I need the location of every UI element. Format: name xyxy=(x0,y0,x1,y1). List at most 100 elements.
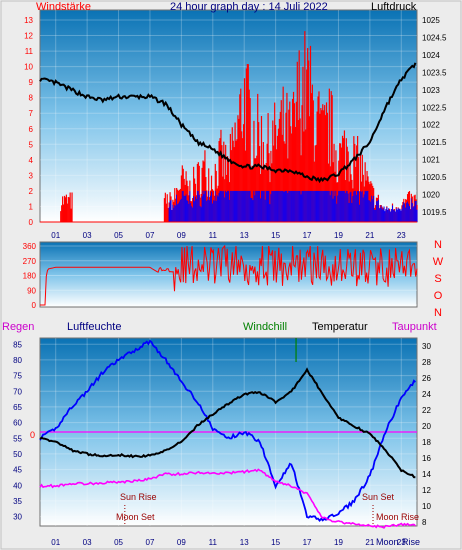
pressure-y-tick: 1024.5 xyxy=(422,33,447,42)
wind-y-tick: 13 xyxy=(24,16,33,25)
dewpoint-line xyxy=(39,468,416,529)
x-tick: 05 xyxy=(114,231,123,240)
pressure-y-tick: 1021.5 xyxy=(422,138,447,147)
x-tick-bottom: 15 xyxy=(271,538,280,547)
humidity-label: Luftfeuchte xyxy=(67,321,121,333)
x-tick: 07 xyxy=(146,231,155,240)
tick-layer: 0123456789101112131019.510201020.5102110… xyxy=(13,16,447,547)
temperature-y-tick: 18 xyxy=(422,438,431,447)
temperature-y-tick: 10 xyxy=(422,502,431,511)
dewpoint-label: Taupunkt xyxy=(392,321,437,333)
humidity-y-tick: 50 xyxy=(13,450,22,459)
wind-y-tick: 7 xyxy=(29,109,34,118)
wind-y-tick: 0 xyxy=(29,218,34,227)
x-tick: 21 xyxy=(365,231,374,240)
x-tick-bottom: 09 xyxy=(177,538,186,547)
wind-y-tick: 6 xyxy=(29,125,34,134)
x-tick: 23 xyxy=(397,231,406,240)
x-tick: 03 xyxy=(83,231,92,240)
sunrise-label: Sun Rise xyxy=(120,492,157,502)
x-tick-bottom: 13 xyxy=(240,538,249,547)
pressure-y-tick: 1021 xyxy=(422,156,440,165)
x-tick-bottom: 01 xyxy=(51,538,60,547)
humidity-y-tick: 75 xyxy=(13,372,22,381)
temperature-y-tick: 30 xyxy=(422,342,431,351)
pressure-y-tick: 1020.5 xyxy=(422,173,447,182)
direction-y-tick: 270 xyxy=(23,257,37,266)
temperature-y-tick: 16 xyxy=(422,454,431,463)
temperature-y-tick: 24 xyxy=(422,390,431,399)
wind-y-tick: 9 xyxy=(29,78,34,87)
data-layer xyxy=(39,31,418,529)
moonset-label: Moon Set xyxy=(116,512,155,522)
pressure-y-tick: 1025 xyxy=(422,16,440,25)
wind-y-tick: 3 xyxy=(29,171,34,180)
rain-zero-label: 0 xyxy=(30,430,35,440)
humidity-y-tick: 65 xyxy=(13,403,22,412)
humidity-y-tick: 55 xyxy=(13,434,22,443)
compass-label: N xyxy=(434,307,442,319)
humidity-line xyxy=(39,339,416,522)
rain-label: Regen xyxy=(2,321,34,333)
compass-label: N xyxy=(434,239,442,251)
x-tick: 01 xyxy=(51,231,60,240)
temperature-y-tick: 22 xyxy=(422,406,431,415)
moonrise-tail-label: Rise xyxy=(402,537,420,547)
x-tick: 13 xyxy=(240,231,249,240)
pressure-line xyxy=(39,62,417,184)
temperature-y-tick: 20 xyxy=(422,422,431,431)
temperature-label: Temperatur xyxy=(312,321,368,333)
direction-y-tick: 90 xyxy=(27,286,36,295)
pressure-y-tick: 1022.5 xyxy=(422,103,447,112)
pressure-y-tick: 1023 xyxy=(422,86,440,95)
x-tick: 09 xyxy=(177,231,186,240)
humidity-y-tick: 85 xyxy=(13,340,22,349)
temperature-y-tick: 28 xyxy=(422,358,431,367)
wind-y-tick: 10 xyxy=(24,63,33,72)
compass-label: S xyxy=(434,273,441,285)
humidity-y-tick: 80 xyxy=(13,356,22,365)
humidity-y-tick: 35 xyxy=(13,497,22,506)
direction-y-tick: 360 xyxy=(23,242,37,251)
x-tick: 11 xyxy=(209,231,218,240)
windchill-label: Windchill xyxy=(243,321,287,333)
wind-y-tick: 4 xyxy=(29,156,34,165)
x-tick-bottom: 17 xyxy=(303,538,312,547)
temperature-line xyxy=(39,367,416,479)
wind-y-tick: 11 xyxy=(25,47,34,56)
pressure-y-tick: 1023.5 xyxy=(422,68,447,77)
x-tick-bottom: 19 xyxy=(334,538,343,547)
pressure-y-tick: 1022 xyxy=(422,121,440,130)
wind-y-tick: 1 xyxy=(29,202,34,211)
pressure-y-tick: 1020 xyxy=(422,191,440,200)
x-tick-bottom: 05 xyxy=(114,538,123,547)
humidity-y-tick: 45 xyxy=(13,466,22,475)
x-tick-bottom: 11 xyxy=(209,538,218,547)
x-tick: 17 xyxy=(303,231,312,240)
direction-y-tick: 0 xyxy=(32,301,37,310)
humidity-y-tick: 60 xyxy=(13,419,22,428)
x-tick-bottom: 23 xyxy=(397,538,406,547)
wind-y-tick: 2 xyxy=(29,187,34,196)
humidity-y-tick: 70 xyxy=(13,387,22,396)
compass-label: W xyxy=(433,256,444,268)
compass-label: O xyxy=(434,290,443,302)
x-tick-bottom: 03 xyxy=(83,538,92,547)
x-tick: 15 xyxy=(271,231,280,240)
wind-y-tick: 12 xyxy=(24,32,33,41)
x-tick-bottom: 21 xyxy=(365,538,374,547)
moonrise-label: Moon Rise xyxy=(376,512,419,522)
temperature-y-tick: 26 xyxy=(422,374,431,383)
humidity-y-tick: 40 xyxy=(13,481,22,490)
graph-title: 24 hour graph day : 14 Juli 2022 xyxy=(170,1,328,13)
pressure-y-tick: 1024 xyxy=(422,51,440,60)
humidity-y-tick: 30 xyxy=(13,513,22,522)
sunset-label: Sun Set xyxy=(362,492,395,502)
temperature-y-tick: 8 xyxy=(422,518,427,527)
wind-y-tick: 8 xyxy=(29,94,34,103)
x-tick: 19 xyxy=(334,231,343,240)
moonrise-short-label: Moon xyxy=(376,537,399,547)
temperature-y-tick: 12 xyxy=(422,486,431,495)
pressure-label: Luftdruck xyxy=(371,1,417,13)
